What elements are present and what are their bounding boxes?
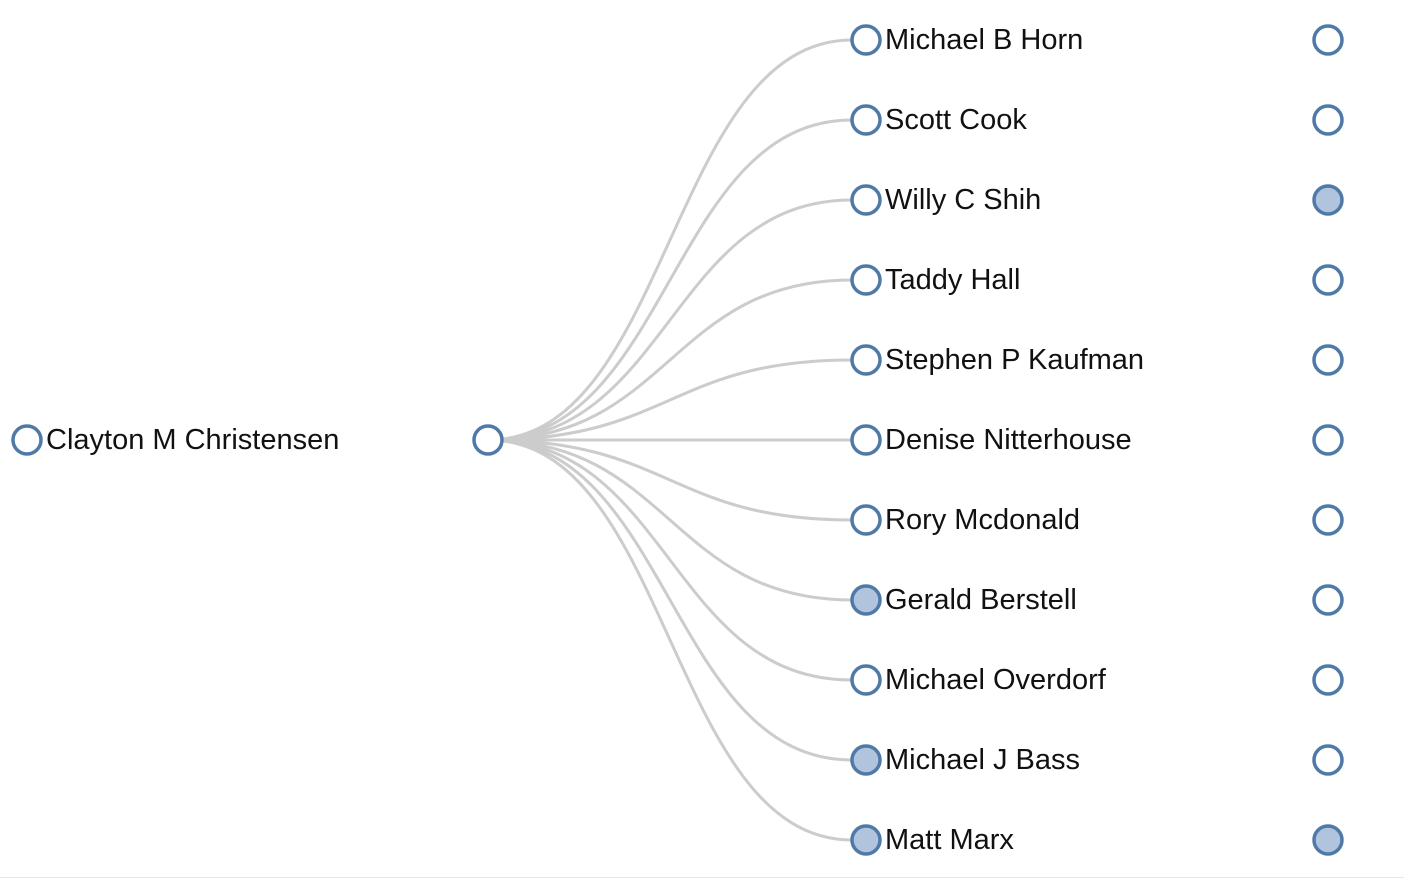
coauthor-node-label: Matt Marx (885, 824, 1014, 856)
coauthor-node[interactable]: Michael Overdorf (850, 664, 1107, 696)
coauthor-node[interactable]: Michael J Bass (850, 744, 1080, 776)
coauthor-leaf-node-circle[interactable] (1312, 824, 1344, 856)
tree-link (487, 438, 853, 682)
coauthor-leaf-node-circle[interactable] (1312, 104, 1344, 136)
tree-link (487, 38, 853, 442)
coauthor-leaf-node[interactable] (1312, 584, 1344, 616)
hub-node[interactable] (472, 424, 504, 456)
root-node[interactable]: Clayton M Christensen (11, 424, 339, 456)
coauthor-leaf-node-circle[interactable] (1312, 424, 1344, 456)
coauthor-node[interactable]: Rory Mcdonald (850, 504, 1080, 536)
tree-link (487, 438, 853, 842)
coauthor-node-circle[interactable] (850, 104, 882, 136)
coauthor-leaf-node[interactable] (1312, 24, 1344, 56)
coauthor-leaf-node[interactable] (1312, 104, 1344, 136)
coauthor-node-label: Willy C Shih (885, 184, 1041, 216)
coauthor-leaf-node-circle[interactable] (1312, 504, 1344, 536)
coauthor-node-label: Gerald Berstell (885, 584, 1077, 616)
coauthor-leaf-node[interactable] (1312, 744, 1344, 776)
tree-link (487, 438, 853, 762)
coauthor-leaf-node-circle[interactable] (1312, 24, 1344, 56)
coauthor-leaf-node-circle[interactable] (1312, 264, 1344, 296)
coauthor-node[interactable]: Gerald Berstell (850, 584, 1077, 616)
coauthor-leaf-node-circle[interactable] (1312, 744, 1344, 776)
tree-link (487, 118, 853, 442)
tree-link (487, 278, 853, 442)
coauthor-node[interactable]: Willy C Shih (850, 184, 1041, 216)
coauthor-leaf-node-circle[interactable] (1312, 664, 1344, 696)
root-node-label: Clayton M Christensen (46, 424, 339, 456)
coauthor-node[interactable]: Denise Nitterhouse (850, 424, 1132, 456)
coauthor-leaf-node[interactable] (1312, 824, 1344, 856)
root-node-circle[interactable] (11, 424, 43, 456)
coauthor-node-circle[interactable] (850, 24, 882, 56)
coauthor-node-circle[interactable] (850, 264, 882, 296)
coauthor-leaf-node[interactable] (1312, 424, 1344, 456)
coauthor-node-label: Michael B Horn (885, 24, 1083, 56)
coauthor-node-circle[interactable] (850, 824, 882, 856)
coauthor-node-label: Stephen P Kaufman (885, 344, 1144, 376)
coauthor-node[interactable]: Scott Cook (850, 104, 1027, 136)
bottom-divider (0, 877, 1404, 878)
tree-link (487, 438, 853, 522)
coauthor-node-circle[interactable] (850, 744, 882, 776)
coauthor-leaf-node-circle[interactable] (1312, 344, 1344, 376)
coauthor-leaf-node-circle[interactable] (1312, 184, 1344, 216)
tree-link (487, 198, 853, 442)
coauthor-node-label: Scott Cook (885, 104, 1027, 136)
tree-links (487, 38, 853, 842)
coauthor-node[interactable]: Stephen P Kaufman (850, 344, 1144, 376)
hub-node-circle[interactable] (472, 424, 504, 456)
coauthor-leaf-node[interactable] (1312, 664, 1344, 696)
coauthor-node-circle[interactable] (850, 584, 882, 616)
coauthor-node-circle[interactable] (850, 504, 882, 536)
tree-link (487, 438, 853, 602)
coauthor-node-label: Michael Overdorf (885, 664, 1107, 696)
coauthor-node-circle[interactable] (850, 184, 882, 216)
coauthor-node-circle[interactable] (850, 344, 882, 376)
coauthor-leaf-node[interactable] (1312, 264, 1344, 296)
coauthor-node[interactable]: Michael B Horn (850, 24, 1083, 56)
coauthor-leaf-node[interactable] (1312, 504, 1344, 536)
tree-link (487, 358, 853, 442)
coauthor-node-label: Denise Nitterhouse (885, 424, 1132, 456)
coauthor-leaf-node[interactable] (1312, 184, 1344, 216)
coauthor-node-circle[interactable] (850, 664, 882, 696)
coauthor-node-label: Rory Mcdonald (885, 504, 1080, 536)
coauthor-leaf-node-circle[interactable] (1312, 584, 1344, 616)
coauthor-node[interactable]: Taddy Hall (850, 264, 1020, 296)
coauthor-node-label: Taddy Hall (885, 264, 1020, 296)
coauthor-node-circle[interactable] (850, 424, 882, 456)
tree-nodes: Clayton M Christensen Michael B Horn Scott… (11, 24, 1344, 856)
coauthor-node-label: Michael J Bass (885, 744, 1080, 776)
coauthor-leaf-node[interactable] (1312, 344, 1344, 376)
coauthor-node[interactable]: Matt Marx (850, 824, 1014, 856)
